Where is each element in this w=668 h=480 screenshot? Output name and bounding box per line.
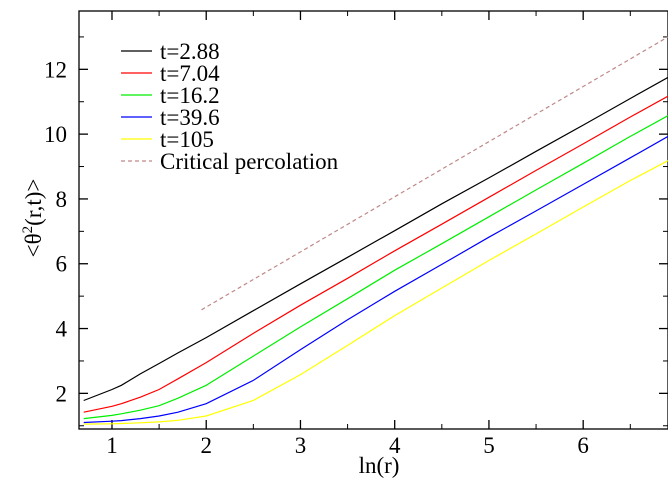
y-tick-label: 10: [44, 122, 67, 147]
y-tick-label: 6: [56, 252, 68, 277]
y-tick-label: 8: [56, 187, 68, 212]
series-line-4: [83, 135, 668, 424]
legend-label: t=16.2: [160, 83, 220, 108]
x-axis-label: ln(r): [359, 453, 400, 478]
x-tick-label: 2: [200, 433, 212, 458]
legend-label: t=2.88: [160, 39, 220, 64]
y-tick-label: 2: [56, 381, 68, 406]
y-axis-label-suffix: (r,t)>: [21, 179, 46, 226]
legend-label: t=39.6: [160, 105, 220, 130]
y-tick-label: 12: [44, 57, 67, 82]
x-tick-label: 5: [483, 433, 495, 458]
y-axis-label-sup: 2: [20, 226, 36, 234]
x-tick-label: 4: [389, 433, 401, 458]
series-line-5: [83, 160, 668, 425]
x-tick-label: 6: [577, 433, 589, 458]
legend-label: Critical percolation: [160, 149, 339, 174]
x-tick-label: 1: [106, 433, 118, 458]
x-tick-label: 3: [295, 433, 307, 458]
series-line-6: [201, 36, 668, 311]
y-tick-label: 4: [56, 317, 68, 342]
series-line-3: [83, 115, 668, 420]
y-axis-label-prefix: <θ: [21, 233, 46, 257]
y-axis-label: <θ2(r,t)>: [20, 179, 46, 258]
legend-label: t=105: [160, 127, 214, 152]
series-layer: [83, 36, 668, 425]
plot-frame: [78, 10, 668, 430]
series-line-2: [83, 95, 668, 413]
series-line-1: [83, 76, 668, 402]
legend-label: t=7.04: [160, 61, 220, 86]
